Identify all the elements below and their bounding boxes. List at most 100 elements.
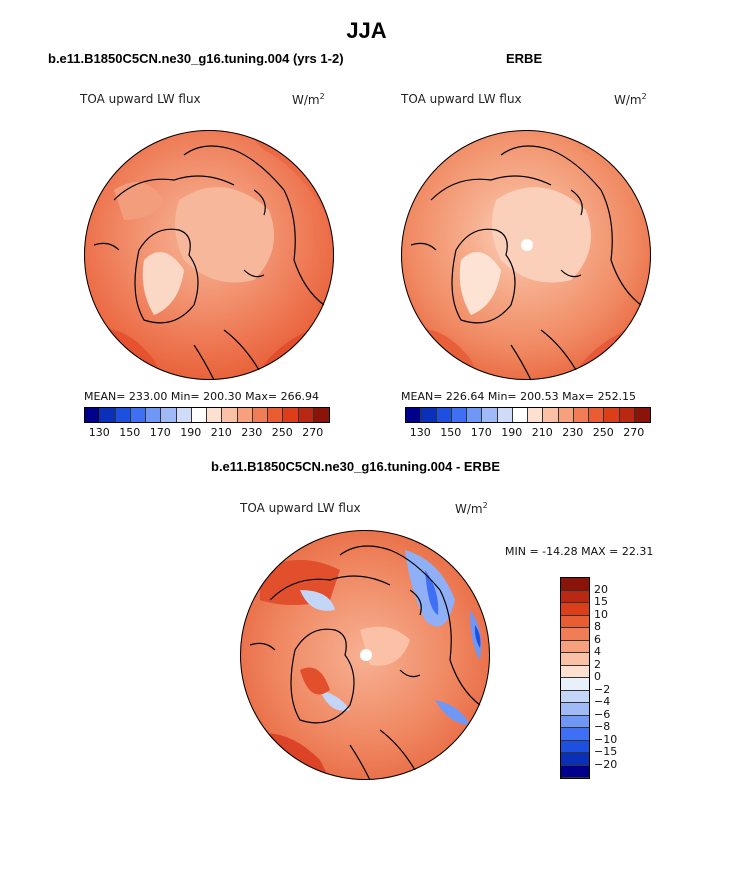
colorbar-observed-ticks: 130 150 170 190 210 230 250 270: [405, 426, 649, 440]
panel-3-units-base: W/m: [455, 502, 483, 516]
colorbar-tick-label: 20: [594, 582, 608, 596]
panel-1-stats: MEAN= 233.00 Min= 200.30 Max= 266.94: [84, 390, 320, 403]
colorbar-swatch: [222, 408, 238, 422]
colorbar-model-ticks: 130 150 170 190 210 230 250 270: [84, 426, 328, 440]
colorbar-tick-label: 190: [501, 426, 523, 439]
panel-3-header: b.e11.B1850C5CN.ne30_g16.tuning.004 - ER…: [211, 459, 501, 474]
colorbar-swatch: [561, 715, 589, 728]
colorbar-swatch: [512, 408, 528, 422]
colorbar-tick-label: −20: [594, 757, 618, 771]
colorbar-swatch: [619, 408, 635, 422]
panel-3-units: W/m2: [455, 501, 488, 516]
colorbar-difference: [560, 577, 590, 779]
colorbar-swatch: [561, 665, 589, 678]
colorbar-tick-label: 190: [180, 426, 202, 439]
colorbar-difference-ticks: 20 15 10 8 6 4 2 0 −2 −4 −6 −8 −10 −15 −20: [594, 577, 634, 777]
colorbar-swatch: [268, 408, 284, 422]
colorbar-tick-label: 150: [119, 426, 141, 439]
colorbar-swatch: [467, 408, 483, 422]
colorbar-swatch: [561, 703, 589, 716]
colorbar-swatch: [115, 408, 131, 422]
colorbar-tick-label: 150: [440, 426, 462, 439]
colorbar-swatch: [589, 408, 605, 422]
colorbar-swatch: [252, 408, 268, 422]
colorbar-tick-label: 130: [409, 426, 431, 439]
panel-2-variable-label: TOA upward LW flux: [401, 92, 522, 106]
colorbar-tick-label: 230: [562, 426, 584, 439]
colorbar-swatch: [130, 408, 146, 422]
colorbar-swatch: [237, 408, 253, 422]
colorbar-swatch: [561, 640, 589, 653]
map-observed: [401, 130, 651, 381]
panel-2-stats: MEAN= 226.64 Min= 200.53 Max= 252.15: [401, 390, 637, 403]
colorbar-tick-label: 170: [470, 426, 492, 439]
colorbar-swatch: [191, 408, 207, 422]
colorbar-swatch: [176, 408, 192, 422]
colorbar-tick-label: 8: [594, 620, 601, 633]
colorbar-swatch: [558, 408, 574, 422]
colorbar-tick-label: 250: [271, 426, 293, 439]
page-title: JJA: [346, 18, 387, 43]
colorbar-tick-label: −10: [594, 732, 618, 746]
colorbar-swatch: [634, 408, 650, 422]
colorbar-swatch: [561, 653, 589, 666]
colorbar-swatch: [561, 615, 589, 628]
colorbar-swatch: [451, 408, 467, 422]
colorbar-swatch: [100, 408, 116, 422]
panel-2-units: W/m2: [614, 92, 647, 107]
colorbar-swatch: [421, 408, 437, 422]
colorbar-swatch: [573, 408, 589, 422]
colorbar-swatch: [497, 408, 513, 422]
panel-2-header: ERBE: [506, 51, 543, 66]
colorbar-swatch: [561, 590, 589, 603]
colorbar-tick-label: 4: [594, 645, 601, 658]
colorbar-swatch: [561, 728, 589, 741]
colorbar-tick-label: −8: [594, 720, 611, 733]
panel-2-units-base: W/m: [614, 93, 642, 107]
colorbar-tick-label: 130: [88, 426, 110, 439]
colorbar-swatch: [85, 408, 101, 422]
colorbar-model: [84, 407, 330, 423]
colorbar-swatch: [561, 678, 589, 691]
colorbar-tick-label: 210: [210, 426, 232, 439]
colorbar-tick-label: 210: [531, 426, 553, 439]
colorbar-swatch: [561, 740, 589, 753]
colorbar-swatch: [283, 408, 299, 422]
colorbar-tick-label: 15: [594, 595, 608, 608]
colorbar-swatch: [561, 628, 589, 641]
colorbar-tick-label: 250: [592, 426, 614, 439]
colorbar-swatch: [528, 408, 544, 422]
colorbar-swatch: [146, 408, 162, 422]
colorbar-swatch: [436, 408, 452, 422]
colorbar-observed: [405, 407, 651, 423]
panel-3-stats: MIN = -14.28 MAX = 22.31: [505, 545, 654, 558]
colorbar-tick-label: −4: [594, 695, 611, 708]
panel-1-units: W/m2: [292, 92, 325, 107]
colorbar-swatch: [543, 408, 559, 422]
colorbar-tick-label: 270: [302, 426, 324, 439]
colorbar-swatch: [561, 578, 589, 591]
colorbar-swatch: [482, 408, 498, 422]
map-difference: [240, 530, 490, 781]
panel-3-variable-label: TOA upward LW flux: [240, 501, 361, 515]
colorbar-swatch: [161, 408, 177, 422]
panel-1-units-base: W/m: [292, 93, 320, 107]
colorbar-swatch: [561, 765, 589, 778]
colorbar-swatch: [561, 690, 589, 703]
colorbar-tick-label: −2: [594, 682, 611, 696]
colorbar-tick-label: 10: [594, 607, 608, 621]
colorbar-tick-label: −15: [594, 745, 618, 758]
colorbar-tick-label: 0: [594, 670, 601, 683]
colorbar-swatch: [406, 408, 422, 422]
colorbar-tick-label: 170: [149, 426, 171, 439]
colorbar-tick-label: 2: [594, 657, 601, 671]
panel-1-variable-label: TOA upward LW flux: [80, 92, 201, 106]
colorbar-tick-label: −6: [594, 707, 611, 721]
panel-1-units-exp: 2: [319, 92, 325, 101]
panel-3-units-exp: 2: [482, 501, 488, 510]
panel-1-header: b.e11.B1850C5CN.ne30_g16.tuning.004 (yrs…: [48, 51, 344, 66]
colorbar-swatch: [561, 753, 589, 766]
map-model: [84, 130, 334, 381]
colorbar-tick-label: 270: [623, 426, 645, 439]
colorbar-swatch: [207, 408, 223, 422]
